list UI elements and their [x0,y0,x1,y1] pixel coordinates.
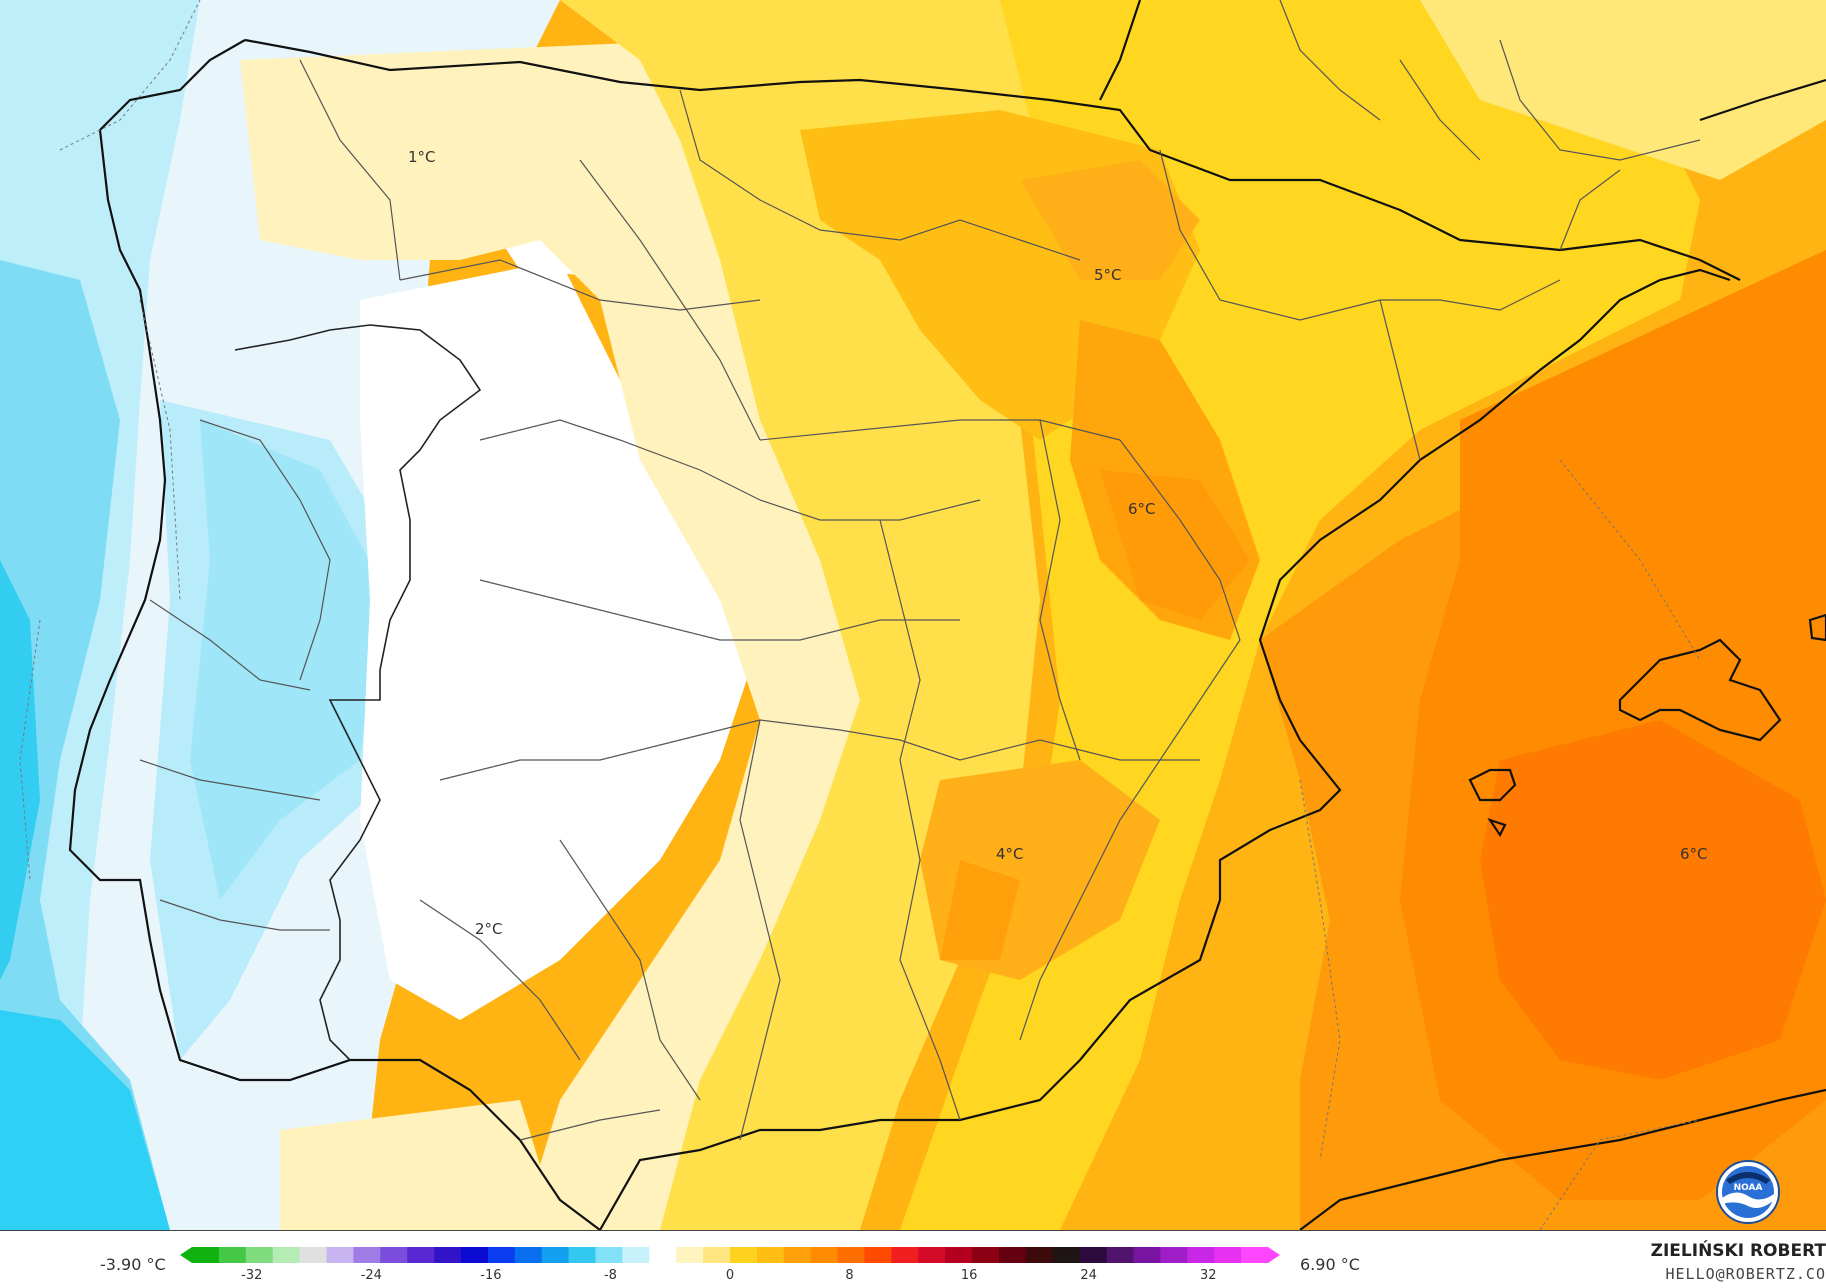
temp-label-1c: 1°C [408,148,436,166]
colorbar-segment [945,1247,972,1263]
svg-text:NOAA: NOAA [1734,1183,1763,1193]
color-scale-bar [180,1245,1280,1265]
colorbar-tick-label: 32 [1200,1268,1217,1283]
colorbar-segment [434,1247,461,1263]
temp-label-6c-center: 6°C [1128,500,1156,518]
colorbar-tick-label: -8 [604,1268,617,1283]
colorbar-segment [542,1247,569,1263]
colorbar-segment [891,1247,918,1263]
colorbar-segment [1134,1247,1161,1263]
legend-footer: -3.90 °C 6.90 °C -32 -24 -16 -8 0 8 16 24 32 ZIE… [0,1230,1826,1288]
colorbar-segment [273,1247,300,1263]
colorbar-segment [972,1247,999,1263]
colorbar-segment [811,1247,838,1263]
colorbar-segment [1187,1247,1214,1263]
colorbar-right-arrow [1268,1247,1280,1263]
colorbar-segment [918,1247,945,1263]
colorbar-segment [838,1247,865,1263]
colorbar-segment [461,1247,488,1263]
colorbar-segment [622,1247,649,1263]
colorbar-segment [246,1247,273,1263]
colorbar-segment [757,1247,784,1263]
colorbar-segment [999,1247,1026,1263]
colorbar-tick-label: 24 [1080,1268,1097,1283]
colorbar-segment [1241,1247,1268,1263]
colorbar-segment [569,1247,596,1263]
colorbar-segment [1107,1247,1134,1263]
colorbar-left-arrow [180,1247,192,1263]
colorbar-segment [380,1247,407,1263]
colorbar-segment [300,1247,327,1263]
colorbar-tick-label: -24 [361,1268,382,1283]
colorbar-segment [1214,1247,1241,1263]
colorbar-segment [407,1247,434,1263]
colorbar-segment [353,1247,380,1263]
colorbar-segment [703,1247,730,1263]
temp-label-6c-sea: 6°C [1680,845,1708,863]
colorbar-segment [192,1247,219,1263]
colorbar-tick-label: 8 [845,1268,853,1283]
noaa-emblem-icon: NOAA [1716,1160,1780,1224]
author-name: ZIELIŃSKI ROBERT [1651,1241,1826,1261]
temp-label-4c: 4°C [996,845,1024,863]
colorbar-segment [1080,1247,1107,1263]
colorbar-segment [488,1247,515,1263]
colorbar-segment [676,1247,703,1263]
colorbar-segment [219,1247,246,1263]
temp-label-2c: 2°C [475,920,503,938]
map-canvas [0,0,1826,1230]
temperature-map: 1°C 5°C 6°C 4°C 2°C 6°C [0,0,1826,1230]
colorbar-tick-label: 16 [961,1268,978,1283]
colorbar-tick-label: -32 [241,1268,262,1283]
colorbar-segment [1026,1247,1053,1263]
colorbar-segment [327,1247,354,1263]
colorbar-segment [1053,1247,1080,1263]
colorbar-segment [865,1247,892,1263]
legend-max-value: 6.90 °C [1300,1255,1360,1274]
author-email: HELLO@ROBERTZ.CO [1666,1265,1826,1283]
colorbar-tick-label: -16 [480,1268,501,1283]
colorbar-segment [596,1247,623,1263]
legend-min-value: -3.90 °C [100,1255,166,1274]
colorbar-segment [649,1247,676,1263]
colorbar-segment [1160,1247,1187,1263]
temp-label-5c: 5°C [1094,266,1122,284]
colorbar-segment [730,1247,757,1263]
noaa-logo: NOAA [1716,1160,1780,1224]
colorbar-segment [515,1247,542,1263]
colorbar-segment [784,1247,811,1263]
colorbar-tick-label: 0 [726,1268,734,1283]
